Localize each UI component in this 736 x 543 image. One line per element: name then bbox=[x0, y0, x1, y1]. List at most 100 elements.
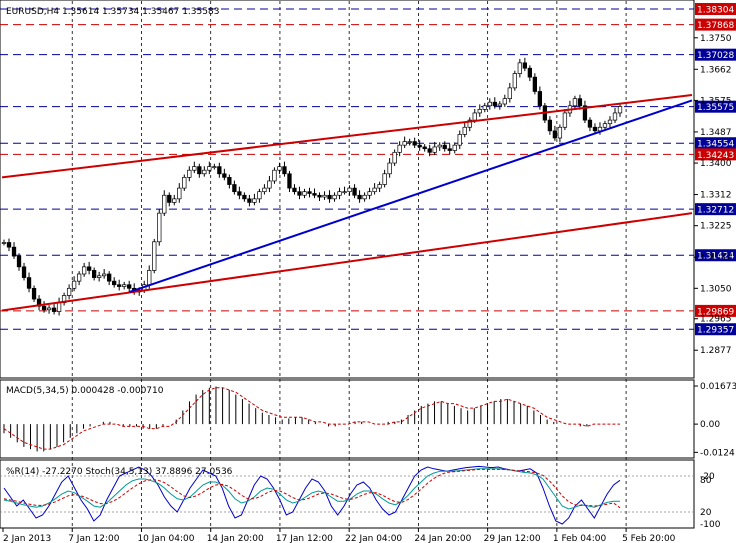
candle-body bbox=[182, 177, 187, 189]
candle-body bbox=[81, 266, 87, 275]
candle-body bbox=[46, 307, 52, 311]
candle-body bbox=[76, 273, 82, 282]
candle-body bbox=[11, 246, 17, 257]
candle-body bbox=[382, 173, 387, 185]
candle-body bbox=[207, 166, 212, 171]
candle-body bbox=[447, 148, 452, 151]
level-tag-label: 1.31424 bbox=[697, 252, 734, 262]
candle-body bbox=[302, 191, 307, 196]
candle-body bbox=[152, 241, 157, 271]
candle-body bbox=[472, 112, 477, 121]
candle-body bbox=[282, 166, 287, 175]
candle-body bbox=[357, 194, 362, 200]
x-tick-label: 5 Feb 20:00 bbox=[622, 534, 676, 543]
candle-body bbox=[582, 105, 588, 121]
candle-body bbox=[577, 98, 583, 107]
candle-body bbox=[51, 307, 57, 312]
candle-body bbox=[327, 194, 332, 200]
candle-body bbox=[332, 194, 337, 200]
candle-body bbox=[422, 146, 427, 150]
candle-body bbox=[117, 284, 122, 287]
x-tick-label: 14 Jan 20:00 bbox=[207, 534, 264, 543]
level-tag-label: 1.34554 bbox=[697, 140, 734, 150]
candle-body bbox=[607, 119, 613, 125]
candle-body bbox=[392, 151, 397, 164]
candle-body bbox=[71, 280, 77, 289]
price-tick-label: 1.3137 bbox=[700, 253, 732, 263]
level-tag-label: 1.37028 bbox=[697, 51, 734, 61]
level-tag bbox=[695, 323, 736, 336]
candle-body bbox=[372, 187, 377, 193]
candle-body bbox=[552, 130, 558, 139]
candle-body bbox=[362, 194, 367, 200]
candle-body bbox=[21, 266, 27, 278]
candle-body bbox=[397, 144, 402, 153]
candle-body bbox=[512, 73, 517, 89]
candle-body bbox=[187, 169, 192, 178]
candle-body bbox=[102, 273, 107, 277]
level-tag-label: 1.35575 bbox=[697, 103, 734, 113]
stoch-tick-label: -20 bbox=[700, 472, 715, 482]
candle-body bbox=[212, 166, 217, 168]
candle-body bbox=[467, 119, 472, 128]
level-tag bbox=[695, 137, 736, 150]
stoch-series-line bbox=[3, 468, 621, 510]
stoch-tick-label: -100 bbox=[700, 520, 721, 530]
stoch-tick-label: 20 bbox=[700, 508, 712, 518]
candle-body bbox=[337, 191, 342, 196]
candle-body bbox=[352, 187, 357, 196]
candle-body bbox=[197, 166, 202, 175]
x-tick-label: 24 Jan 20:00 bbox=[414, 534, 471, 543]
level-tag bbox=[695, 304, 736, 317]
x-tick-label: 22 Jan 04:00 bbox=[345, 534, 402, 543]
candle-body bbox=[347, 187, 352, 193]
candle-body bbox=[162, 194, 167, 214]
level-tag bbox=[695, 148, 736, 161]
candle-body bbox=[16, 255, 22, 268]
candle-body bbox=[587, 119, 593, 128]
candle-body bbox=[91, 270, 97, 278]
candle-body bbox=[127, 284, 132, 289]
price-tick-label: 1.3662 bbox=[700, 65, 732, 75]
candle-body bbox=[257, 191, 262, 200]
x-tick-label: 29 Jan 12:00 bbox=[484, 534, 541, 543]
candle-body bbox=[41, 305, 47, 311]
candle-body bbox=[487, 101, 492, 107]
candle-body bbox=[237, 191, 242, 196]
candle-body bbox=[442, 144, 447, 150]
candle-body bbox=[452, 144, 457, 151]
macd-tick-label: -0.0124 bbox=[700, 448, 735, 458]
x-tick-label: 17 Jan 12:00 bbox=[276, 534, 333, 543]
candle-body bbox=[287, 173, 292, 189]
level-tag bbox=[695, 100, 736, 113]
price-panel bbox=[0, 0, 695, 379]
candle-body bbox=[262, 187, 267, 193]
candle-body bbox=[97, 275, 102, 278]
candle-body bbox=[377, 184, 382, 189]
candle-body bbox=[112, 280, 117, 286]
price-title: EURUSD,H4 1.35614 1.35734 1.35467 1.3558… bbox=[6, 7, 219, 17]
candle-body bbox=[6, 242, 12, 248]
candle-body bbox=[222, 173, 227, 178]
macd-tick-label: 0.016731 bbox=[700, 382, 736, 392]
level-tag bbox=[695, 18, 736, 31]
stoch-title: %R(14) -27.2270 Stoch(34,5,13) 37.8896 2… bbox=[6, 467, 233, 477]
candle-body bbox=[26, 277, 32, 289]
candle-body bbox=[172, 198, 177, 203]
candle-body bbox=[457, 134, 462, 146]
candle-body bbox=[107, 273, 112, 282]
candle-body bbox=[427, 148, 432, 153]
candle-body bbox=[86, 266, 92, 271]
candle-body bbox=[242, 194, 247, 200]
trendline bbox=[1, 94, 693, 179]
trendline bbox=[1, 212, 693, 312]
level-tag-label: 1.38304 bbox=[697, 6, 734, 16]
candle-body bbox=[492, 101, 497, 107]
candle-body bbox=[317, 194, 322, 198]
candle-body bbox=[407, 141, 412, 143]
price-tick-label: 1.3487 bbox=[700, 128, 732, 138]
stoch-tick-label: 80 bbox=[700, 476, 712, 486]
price-tick-label: 1.3575 bbox=[700, 96, 732, 106]
